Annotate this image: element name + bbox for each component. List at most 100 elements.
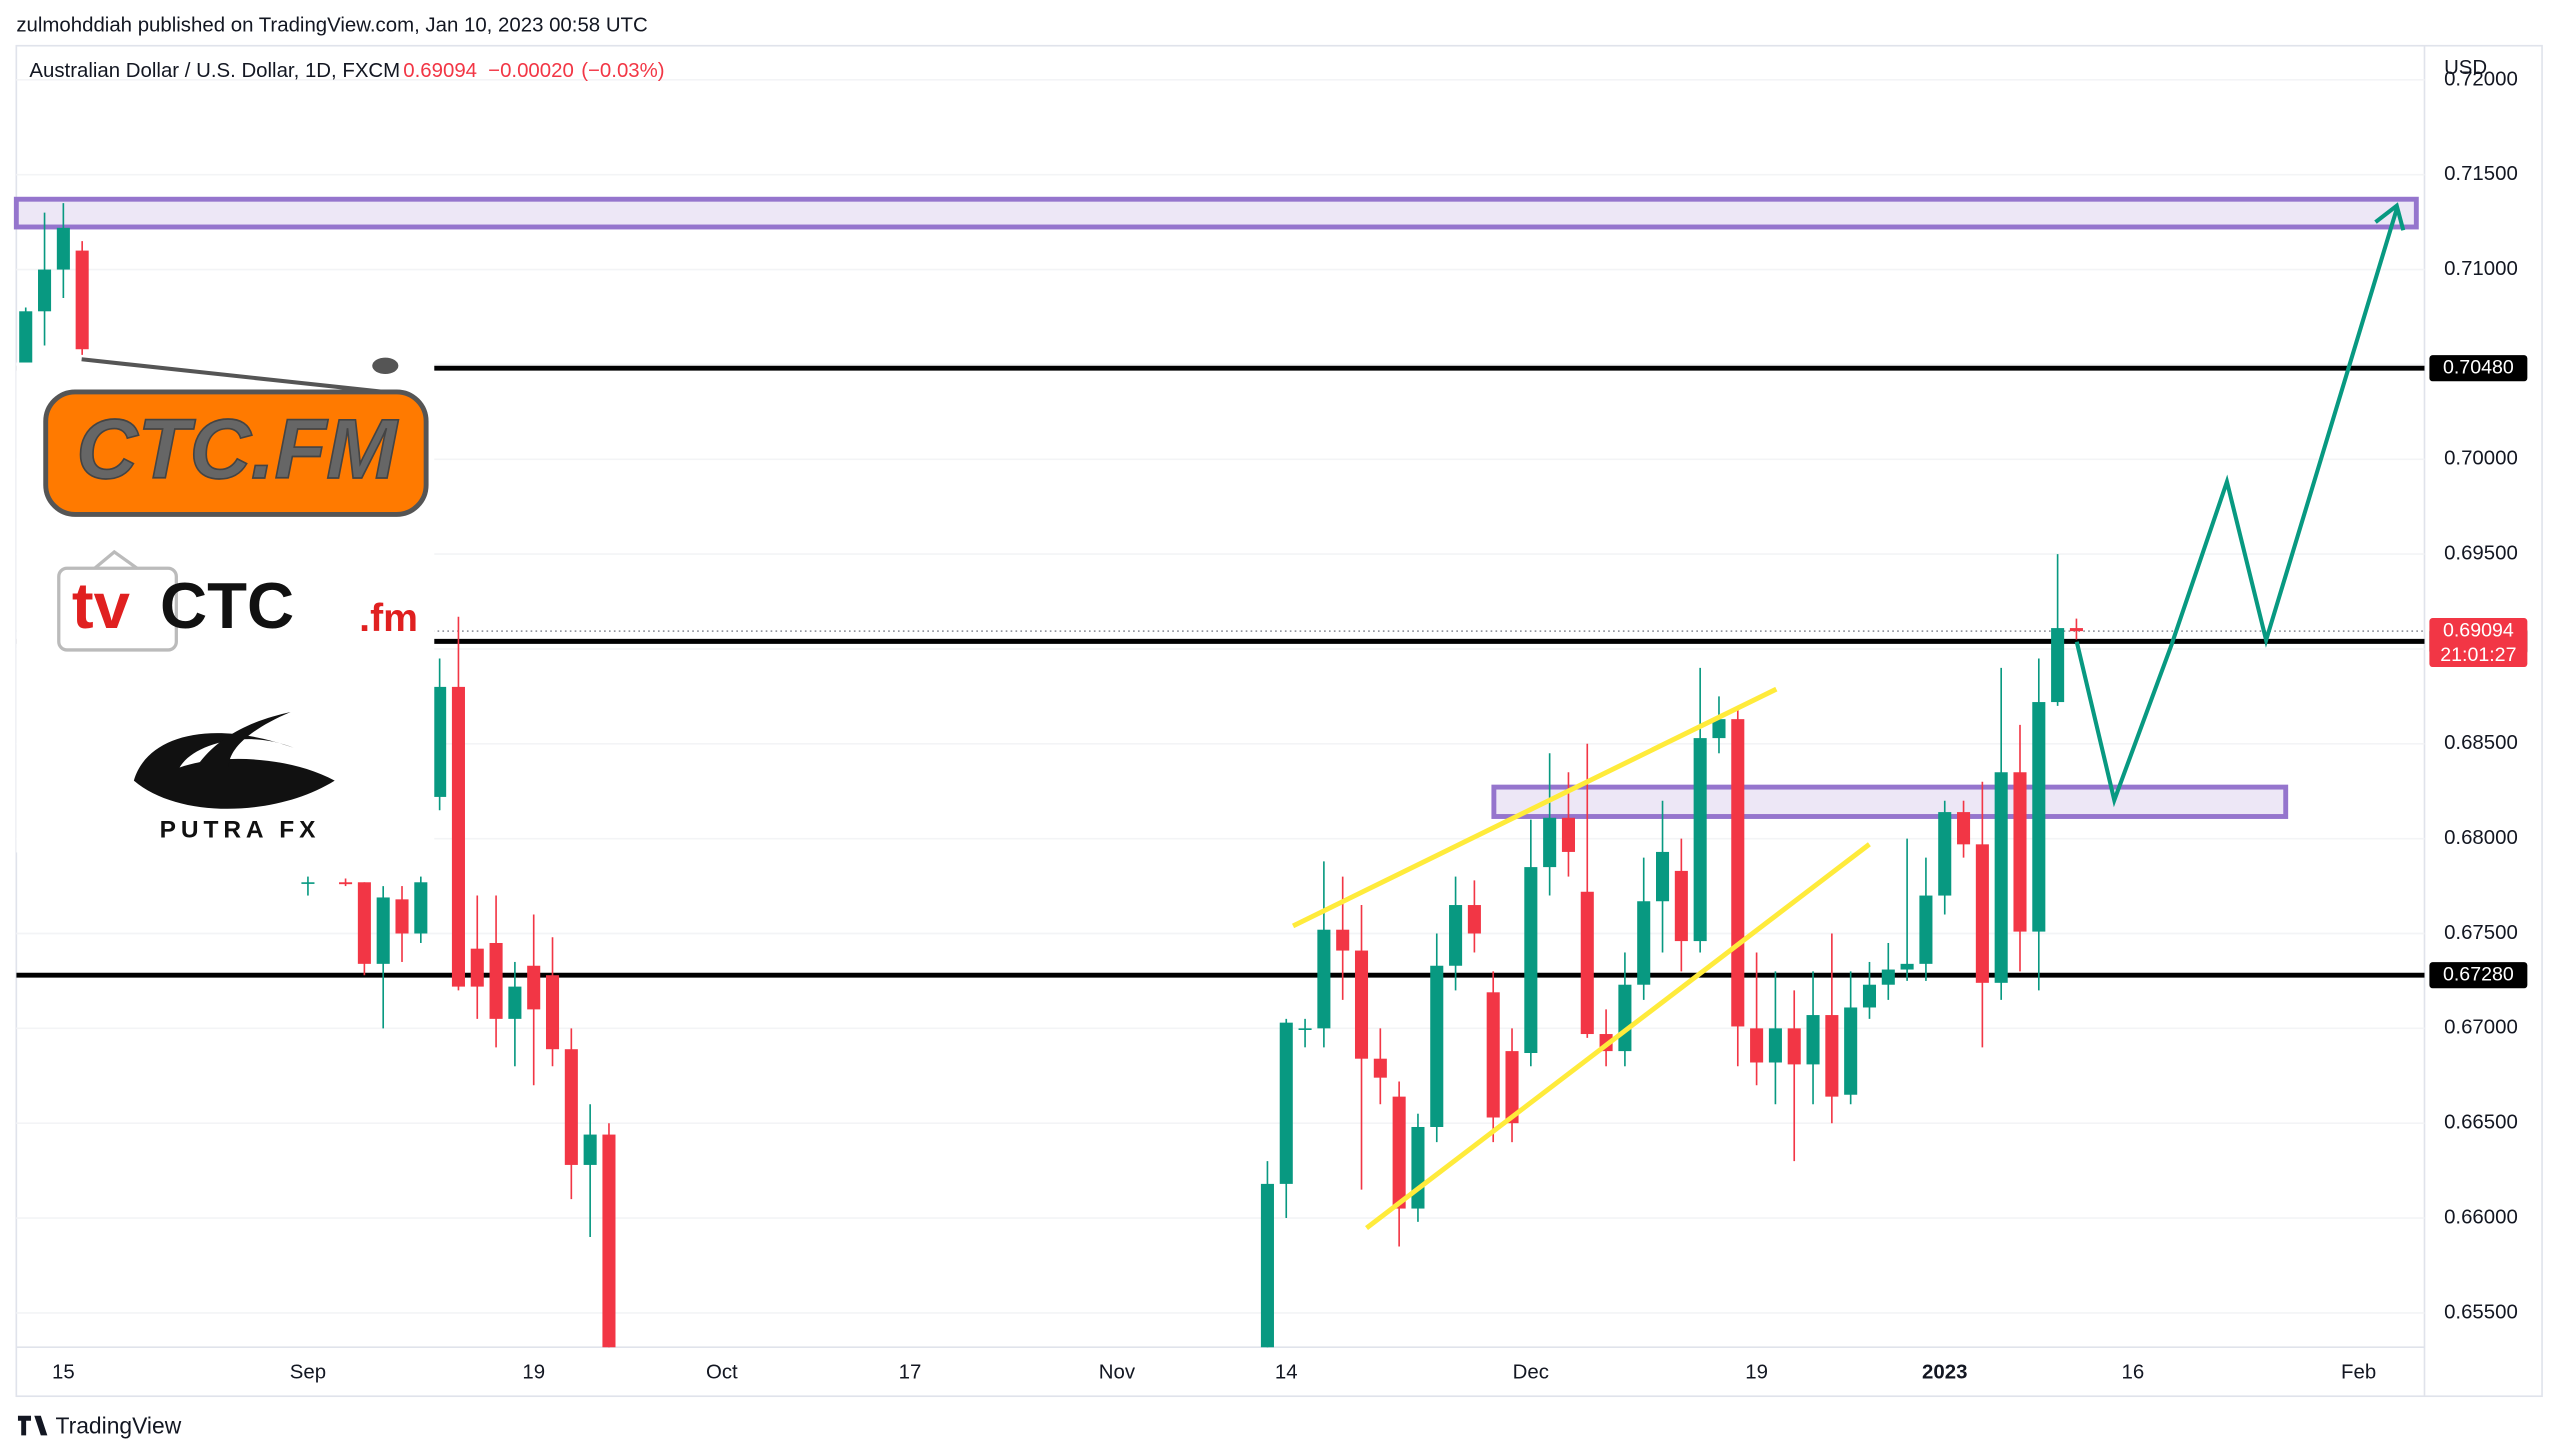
candle-body	[1618, 984, 1632, 1052]
x-tick-label: Oct	[706, 1362, 738, 1384]
candle-body	[508, 986, 522, 1019]
candle-body	[564, 1049, 578, 1165]
candle-body	[470, 948, 484, 987]
resistance-zone	[13, 196, 2419, 230]
countdown: 21:01:27	[2440, 644, 2516, 666]
candle-body	[38, 269, 52, 312]
candle-body	[1994, 772, 2008, 983]
currency-label: USD	[2444, 57, 2487, 79]
candle-body	[433, 686, 447, 797]
tv-footer-logo	[17, 1415, 48, 1436]
candle-body	[602, 1134, 616, 1348]
candle-body	[1919, 895, 1933, 964]
tv-prefix: tv	[72, 569, 131, 642]
y-tick-label: 0.71500	[2444, 163, 2518, 185]
support-zone	[1491, 784, 2289, 819]
candle-body	[1449, 905, 1463, 966]
candle-body	[1693, 738, 1707, 942]
y-tick-label: 0.66000	[2444, 1206, 2518, 1228]
x-tick-label: 19	[1745, 1362, 1768, 1384]
candle-body	[1467, 905, 1481, 934]
candle-body	[1975, 844, 1989, 983]
last-price-label: 0.69094	[2443, 619, 2514, 641]
tv-frame	[57, 566, 178, 652]
candle-body	[527, 965, 541, 1010]
x-tick-label: 19	[522, 1362, 545, 1384]
y-tick-label: 0.68000	[2444, 827, 2518, 849]
channel-upper	[1291, 686, 1778, 929]
y-tick-label: 0.67500	[2444, 922, 2518, 944]
antenna	[81, 357, 384, 394]
y-tick-label: 0.67000	[2444, 1017, 2518, 1039]
candle-body	[1373, 1058, 1387, 1078]
candle-body	[1317, 929, 1331, 1029]
x-tick-label: Dec	[1513, 1362, 1549, 1384]
footer-brand: TradingView	[56, 1412, 182, 1438]
ctc-logo-text: CTC.FM	[76, 401, 399, 496]
candle-body	[301, 882, 315, 884]
candle-body	[1787, 1028, 1801, 1065]
x-tick-label: Nov	[1099, 1362, 1136, 1384]
candle-body	[489, 942, 503, 1019]
candle-body	[1900, 963, 1914, 970]
candle-body	[1637, 901, 1651, 985]
candle-body	[1354, 950, 1369, 1059]
x-tick-label: 16	[2122, 1362, 2145, 1384]
putra-swoosh	[133, 733, 335, 809]
tv-antenna	[93, 549, 139, 570]
last-price-tag	[2429, 618, 2528, 668]
candle-body	[2069, 628, 2083, 632]
candle-body	[2032, 702, 2046, 932]
y-tick-label: 0.65500	[2444, 1301, 2518, 1323]
axes: 0.65500 0.66000 0.66500 0.67000 0.67500 0.680…	[52, 68, 2528, 1384]
published-line: zulmohddiah published on TradingView.com…	[16, 15, 647, 37]
y-tick-label: 0.71000	[2444, 258, 2518, 280]
candle-body	[1750, 1028, 1764, 1063]
candle-body	[1260, 1183, 1274, 1348]
candle-body	[1674, 870, 1688, 942]
candle-body	[1486, 992, 1500, 1118]
legend-change-pct: (−0.03%)	[581, 60, 664, 82]
y-tick-label: 0.68500	[2444, 732, 2518, 754]
candle-body	[395, 899, 409, 934]
candle-body	[1543, 817, 1557, 868]
candle-body	[1298, 1028, 1312, 1030]
candle-body	[1825, 1015, 1839, 1097]
candle-body	[1938, 812, 1952, 896]
tv-main: CTC	[160, 569, 294, 642]
y-tick-label: 0.70000	[2444, 448, 2518, 470]
projection-path	[2074, 208, 2399, 808]
candle-body	[1844, 1007, 1858, 1095]
candle-body	[1336, 929, 1350, 951]
candle-body	[545, 975, 560, 1050]
candle-body	[1768, 1028, 1782, 1063]
putra-flame	[195, 711, 291, 768]
candle-body	[1561, 817, 1575, 852]
antenna-tip	[372, 357, 399, 374]
candle-body	[1580, 891, 1594, 1035]
candle-body	[1392, 1096, 1406, 1209]
level-label: 0.70480	[2443, 356, 2514, 378]
candle-body	[1656, 851, 1670, 902]
x-tick-label: 17	[899, 1362, 922, 1384]
x-tick-label: 2023	[1922, 1362, 1967, 1384]
legend-change: −0.00020	[488, 60, 574, 82]
candle-body	[2051, 628, 2065, 703]
putra-text: PUTRA FX	[160, 817, 321, 844]
candle-body	[56, 227, 70, 270]
level-tag	[2429, 355, 2528, 382]
y-tick-label: 0.72000	[2444, 68, 2518, 90]
candle-body	[414, 882, 428, 934]
candle-body	[1862, 984, 1877, 1008]
candle-body	[1957, 812, 1971, 845]
candle-body	[75, 250, 89, 350]
y-tick-label: 0.66500	[2444, 1112, 2518, 1134]
x-tick-label: 14	[1275, 1362, 1298, 1384]
projection-arrowhead	[2374, 202, 2406, 231]
candle-body	[1712, 719, 1726, 739]
symbol-title: Australian Dollar / U.S. Dollar, 1D, FXC…	[29, 60, 400, 82]
x-tick-label: Sep	[290, 1362, 326, 1384]
